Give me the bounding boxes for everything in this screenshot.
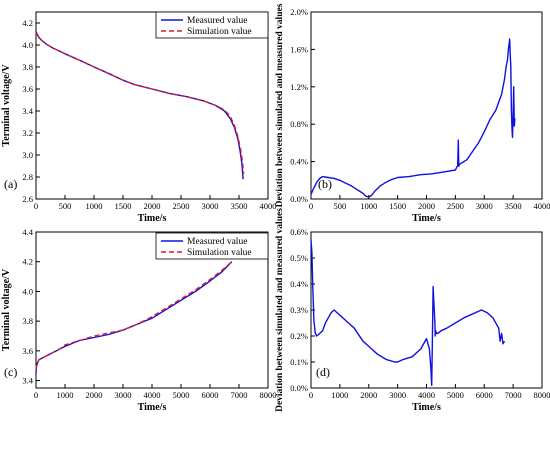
series-line-1 (35, 31, 244, 180)
x-tick-label: 6000 (202, 390, 219, 400)
x-tick-label: 2500 (173, 201, 190, 211)
x-axis-label: Time/s (412, 213, 441, 224)
x-tick-label: 1500 (389, 201, 406, 211)
x-tick-label: 3000 (389, 390, 406, 400)
y-axis-label: Deviation between simulated and measured… (275, 208, 285, 412)
y-tick-label: 0.5% (290, 253, 308, 263)
x-tick-label: 5000 (173, 390, 190, 400)
series-line-1 (310, 38, 516, 198)
x-axis-label: Time/s (138, 213, 167, 224)
panel-label: (d) (316, 365, 330, 379)
y-tick-label: 0.2% (290, 331, 308, 341)
x-tick-label: 3000 (476, 201, 493, 211)
y-axis-label: Deviation between simulated and measured… (275, 3, 285, 207)
x-tick-label: 1500 (115, 201, 132, 211)
legend-label: Simulation value (187, 27, 252, 37)
y-tick-label: 1.2% (290, 82, 308, 92)
x-axis-label: Time/s (412, 402, 441, 413)
chart-panel-1: 0 500 1000 1500 2000 2500 3000 3500 4000 2.6 2.8 3.… (1, 11, 277, 224)
x-tick-label: 2000 (86, 390, 103, 400)
y-tick-label: 0.4% (290, 157, 308, 167)
x-tick-label: 2000 (418, 201, 435, 211)
x-tick-label: 3500 (505, 201, 522, 211)
y-tick-label: 3.4 (22, 106, 33, 116)
plot-frame (35, 11, 269, 200)
x-tick-label: 7000 (505, 390, 522, 400)
y-tick-label: 4.2 (22, 257, 33, 267)
x-tick-label: 3000 (202, 201, 219, 211)
x-tick-label: 2000 (144, 201, 161, 211)
x-tick-label: 5000 (447, 390, 464, 400)
y-tick-label: 4.4 (22, 227, 33, 237)
x-tick-label: 1000 (86, 201, 103, 211)
y-tick-label: 3.6 (22, 84, 33, 94)
x-tick-label: 500 (334, 201, 347, 211)
y-tick-label: 4.2 (22, 18, 33, 28)
y-tick-label: 3.8 (22, 316, 33, 326)
x-tick-label: 8000 (260, 390, 277, 400)
y-tick-label: 0.0% (290, 194, 308, 204)
x-tick-label: 8000 (534, 390, 550, 400)
x-tick-label: 500 (59, 201, 72, 211)
x-tick-label: 1000 (57, 390, 74, 400)
panel-label: (a) (4, 177, 17, 191)
x-tick-label: 4000 (418, 390, 435, 400)
y-tick-label: 0.6% (290, 227, 308, 237)
y-tick-label: 4.0 (22, 40, 33, 50)
legend-label: Simulation value (187, 248, 252, 258)
x-tick-label: 0 (34, 201, 38, 211)
chart-panel-2: 0 500 1000 1500 2000 2500 3000 3500 4000 0.0% 0.4%… (275, 3, 550, 224)
x-tick-label: 4000 (534, 201, 550, 211)
y-tick-label: 4.0 (22, 286, 33, 296)
x-tick-label: 7000 (231, 390, 248, 400)
legend-box (155, 232, 269, 260)
x-tick-label: 0 (309, 390, 313, 400)
series-line-2 (35, 261, 233, 371)
plot-frame (310, 231, 543, 389)
chart-panel-3: 0 1000 2000 3000 4000 5000 6000 7000 8000 3.4 3.6 3… (1, 227, 277, 413)
legend-label: Measured value (187, 237, 247, 247)
y-tick-label: 2.8 (22, 172, 33, 182)
x-tick-label: 0 (34, 390, 38, 400)
y-tick-label: 1.6% (290, 44, 308, 54)
series-line-2 (35, 32, 245, 174)
x-tick-label: 1000 (360, 201, 377, 211)
y-tick-label: 0.4% (290, 279, 308, 289)
y-tick-label: 3.2 (22, 128, 33, 138)
y-tick-label: 0.8% (290, 119, 308, 129)
legend-box (155, 11, 269, 39)
x-tick-label: 4000 (144, 390, 161, 400)
x-tick-label: 4000 (260, 201, 277, 211)
y-tick-label: 3.0 (22, 150, 33, 160)
x-tick-label: 2500 (447, 201, 464, 211)
series-line-1 (310, 239, 506, 387)
y-tick-label: 2.6 (22, 194, 33, 204)
y-tick-label: 3.4 (22, 376, 33, 386)
y-tick-label: 2.0% (290, 7, 308, 17)
x-tick-label: 3000 (115, 390, 132, 400)
x-tick-label: 0 (309, 201, 313, 211)
x-tick-label: 3500 (231, 201, 248, 211)
panel-label: (b) (318, 177, 332, 191)
legend-label: Measured value (187, 16, 247, 26)
y-tick-label: 0.3% (290, 305, 308, 315)
y-axis-label: Terminal voltage/V (1, 64, 12, 147)
series-line-1 (35, 261, 233, 374)
x-tick-label: 1000 (331, 390, 348, 400)
x-axis-label: Time/s (138, 402, 167, 413)
chart-panel-4: 0 1000 2000 3000 4000 5000 6000 7000 8000 0.0% 0.1… (275, 208, 550, 413)
panel-label: (c) (4, 365, 17, 379)
y-tick-label: 3.8 (22, 62, 33, 72)
x-tick-label: 6000 (476, 390, 493, 400)
y-tick-label: 0.1% (290, 357, 308, 367)
y-tick-label: 0.0% (290, 383, 308, 393)
x-tick-label: 2000 (360, 390, 377, 400)
y-axis-label: Terminal voltage/V (1, 268, 12, 351)
plot-frame (310, 11, 543, 200)
y-tick-label: 3.6 (22, 346, 33, 356)
